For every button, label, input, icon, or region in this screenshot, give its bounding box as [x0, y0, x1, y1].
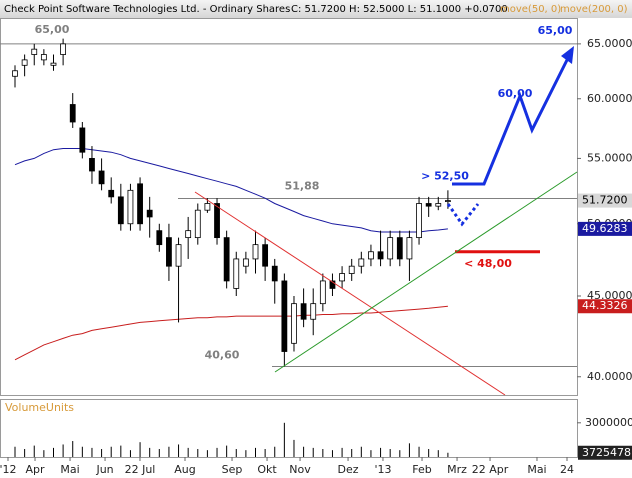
candle-body [194, 209, 201, 239]
candle-body [377, 251, 384, 260]
candle-body [271, 265, 278, 282]
candle-body [137, 183, 143, 225]
candle-body [252, 244, 259, 260]
candle-body [319, 280, 326, 305]
x-tick-label: Mrz [447, 463, 467, 476]
candle-body [69, 104, 76, 123]
annotation-label: 65,00 [35, 23, 70, 36]
candle-body [214, 203, 220, 239]
candle-body [262, 244, 269, 267]
candle-body [127, 189, 134, 225]
candle-body [60, 43, 67, 55]
last-value-box [578, 299, 632, 314]
candle-body [117, 196, 124, 225]
y-tick-label: 45.0000 [587, 289, 632, 302]
candle-body [185, 230, 192, 239]
candle-body [79, 127, 86, 153]
x-tick-label: Sep [222, 463, 243, 476]
candle-body [416, 203, 422, 239]
x-tick-label: Feb [412, 463, 431, 476]
candle-body [21, 59, 28, 66]
candle-body [291, 303, 297, 344]
forecast-arrowhead [561, 46, 574, 64]
x-tick-label: 22 Jul [125, 463, 156, 476]
candle-body [425, 203, 432, 207]
x-tick-label: 22 Apr [472, 463, 509, 476]
x-tick-label: '13 [374, 463, 391, 476]
candle-body [396, 237, 403, 260]
x-tick-label: Mai [527, 463, 546, 476]
annotation-label: 60,00 [498, 87, 533, 100]
x-tick-label: Apr [26, 463, 46, 476]
price-panel [0, 18, 578, 396]
x-tick-label: 24 [560, 463, 574, 476]
candle-body [242, 258, 249, 267]
header-title: Check Point Software Technologies Ltd. -… [4, 4, 290, 15]
last-value-box [578, 445, 632, 460]
candle-body [89, 158, 95, 172]
candle-body [108, 189, 115, 198]
candle-body [146, 209, 153, 218]
candle-body [339, 273, 345, 282]
header-quote: C: 51.7200 H: 52.5000 L: 51.1000 +0.0700 [291, 4, 508, 15]
pullback-path [446, 203, 480, 227]
resistance-trendline [194, 191, 506, 396]
y-tick-label: 60.0000 [587, 92, 632, 105]
volume-title: VolumeUnits [5, 401, 74, 414]
candle-body [233, 258, 240, 289]
candle-body [406, 237, 413, 260]
last-value-box [578, 193, 632, 208]
last-value-label: 3725478 [582, 446, 631, 459]
annotation-label: 65,00 [538, 24, 573, 37]
y-tick-label: 55.0000 [587, 151, 632, 164]
candle-body [300, 303, 307, 320]
volume-tick-label: 30000000 [585, 416, 632, 429]
support-trendline [274, 171, 578, 373]
x-tick-label: Mai [60, 463, 79, 476]
x-tick-label: Dez [338, 463, 359, 476]
x-tick-label: Nov [289, 463, 311, 476]
annotation-label: 51,88 [285, 179, 320, 192]
last-value-label: 51.7200 [582, 194, 628, 207]
header-bar [0, 0, 632, 18]
header-ma50: move(50, 0) [500, 4, 561, 15]
candle-body [348, 265, 355, 274]
volume-panel [0, 399, 578, 458]
annotation-label: < 48,00 [464, 257, 512, 270]
header-ma200: move(200, 0) [560, 4, 628, 15]
candle-body [281, 280, 288, 352]
x-tick-label: Jun [95, 463, 113, 476]
candle-body [12, 70, 18, 77]
moving-average [14, 148, 448, 233]
y-tick-label: 40.0000 [587, 370, 632, 383]
last-value-label: 49.6283 [582, 222, 628, 235]
candle-body [435, 203, 442, 207]
candle-body [40, 54, 47, 61]
annotation-label: 40,60 [205, 349, 240, 362]
last-value-label: 44.3326 [582, 299, 628, 312]
candle-body [166, 237, 172, 267]
candle-body [98, 170, 105, 185]
candle-body [223, 237, 230, 282]
candle-body [156, 230, 163, 246]
candle-body [204, 203, 211, 211]
y-tick-label: 65.0000 [587, 37, 632, 50]
x-tick-label: Okt [257, 463, 277, 476]
candle-body [31, 48, 38, 55]
candle-body [358, 258, 365, 267]
annotation-label: > 52,50 [421, 169, 469, 182]
candle-body [50, 62, 57, 66]
candle-body [387, 237, 394, 260]
forecast-path [452, 57, 570, 186]
x-tick-label: '12 [0, 463, 17, 476]
x-tick-label: Aug [174, 463, 195, 476]
candle-body [445, 200, 451, 202]
candle-body [175, 244, 182, 267]
candle-body [368, 251, 374, 260]
last-value-box [578, 221, 632, 236]
moving-average [14, 305, 448, 361]
candle-body [310, 303, 317, 320]
candle-body [329, 280, 336, 289]
